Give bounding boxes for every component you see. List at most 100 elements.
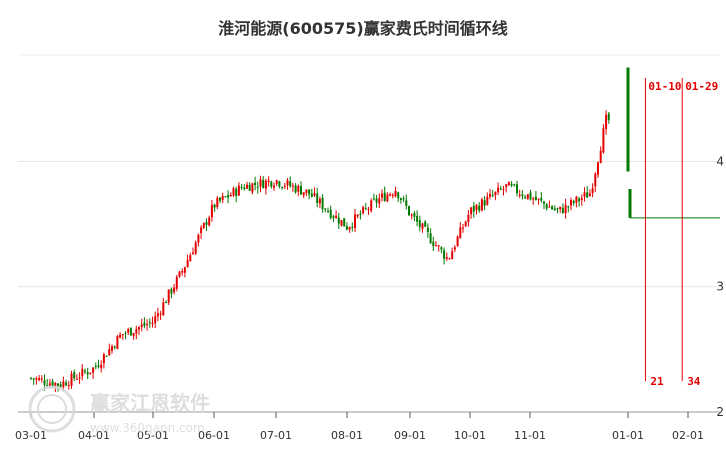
candle-body [281, 186, 284, 188]
candle-body [94, 366, 97, 368]
candle-body [345, 226, 348, 230]
x-tick-label: 09-01 [394, 429, 426, 442]
candle-body [483, 200, 486, 206]
candle-body [321, 197, 324, 210]
x-tick-label: 06-01 [198, 429, 230, 442]
candle-body [146, 324, 149, 326]
candle-body [491, 195, 494, 197]
candle-body [57, 383, 59, 386]
candle-body [289, 181, 292, 187]
candle-body [243, 187, 246, 190]
candle-body [194, 242, 197, 254]
candle-body [111, 346, 113, 351]
candle-body [453, 247, 456, 250]
y-tick-label: 2 [716, 405, 724, 419]
candle-body [567, 206, 570, 208]
candle-body [138, 327, 140, 330]
candle-body [67, 385, 70, 387]
candle-body [605, 114, 608, 129]
candle-body [518, 194, 521, 196]
candle-body [124, 333, 127, 335]
candle-body [40, 378, 43, 380]
candle-body [35, 378, 38, 380]
candle-body [572, 201, 575, 204]
candle-body [262, 179, 265, 189]
candle-body [89, 372, 92, 374]
candle-body [156, 313, 159, 317]
x-tick-label: 03-01 [15, 429, 47, 442]
candle-body [570, 200, 572, 206]
candle-body [127, 329, 130, 333]
x-axis: 03-01 04-01 05-01 06-01 07-01 08-01 09-01 10-01… [15, 411, 720, 442]
candle-body [475, 205, 478, 210]
candle-body [316, 193, 319, 203]
candle-body [286, 180, 289, 186]
candle-body [389, 194, 392, 196]
candle-body [607, 113, 610, 121]
candle-body [551, 206, 554, 210]
candle-body [343, 218, 346, 227]
y-axis: 4 3 2 [716, 154, 724, 419]
watermark-logo-icon [28, 385, 76, 433]
cycle-lines: 01-10 21 01-29 34 [644, 78, 718, 388]
candle-body [464, 221, 467, 227]
candle-body [545, 204, 548, 209]
chart-title: 淮河能源(600575)赢家费氏时间循环线 [218, 19, 507, 38]
candle-body [510, 183, 513, 186]
candle-body [297, 185, 300, 192]
candle-body [602, 128, 605, 153]
candle-body [129, 327, 132, 336]
candle-body [240, 186, 243, 188]
candle-body [81, 368, 84, 377]
candle-body [232, 188, 235, 196]
candle-body [329, 209, 332, 219]
candle-body [116, 336, 119, 350]
candle-body [248, 184, 251, 191]
candle-body [426, 227, 429, 233]
candle-body [181, 270, 184, 273]
candle-body [105, 355, 108, 357]
candle-body [505, 184, 508, 188]
candle-body [516, 184, 518, 194]
candle-body [113, 346, 116, 348]
candle-body [537, 198, 540, 200]
watermark-logo-inner-icon [37, 394, 67, 424]
candle-body [92, 367, 95, 373]
x-tick-label: 07-01 [260, 429, 292, 442]
candle-body [251, 183, 254, 193]
candle-body [586, 192, 589, 198]
candle-body [143, 322, 146, 326]
candle-body [78, 377, 81, 379]
candle-body [205, 222, 208, 225]
candle-body [337, 217, 340, 224]
candle-body [324, 208, 327, 210]
candle-body [305, 189, 308, 193]
candle-body [432, 241, 435, 247]
candle-body [421, 223, 424, 229]
watermark-brand: 赢家江恩软件 [90, 391, 210, 415]
candlestick-series [30, 67, 632, 393]
candle-body [418, 220, 421, 227]
candle-body [159, 313, 162, 315]
candle-body [467, 214, 470, 223]
candle-body [65, 382, 68, 386]
candle-body [264, 180, 267, 189]
candle-body [443, 250, 446, 259]
candle-body [48, 383, 51, 386]
candle-body [486, 196, 489, 205]
candle-body [456, 236, 459, 246]
x-tick-label: 11-01 [514, 429, 546, 442]
candle-body [362, 207, 365, 214]
candle-body [356, 214, 359, 217]
candle-body [132, 333, 135, 337]
x-tick-label: 08-01 [331, 429, 363, 442]
candle-body [410, 214, 413, 216]
candle-body [413, 213, 416, 217]
candle-body [327, 211, 329, 213]
candle-body [416, 215, 419, 222]
candle-body [375, 198, 378, 203]
candle-body [448, 258, 451, 260]
candle-body [151, 322, 154, 325]
candle-body [332, 216, 335, 218]
candle-body [216, 197, 219, 208]
